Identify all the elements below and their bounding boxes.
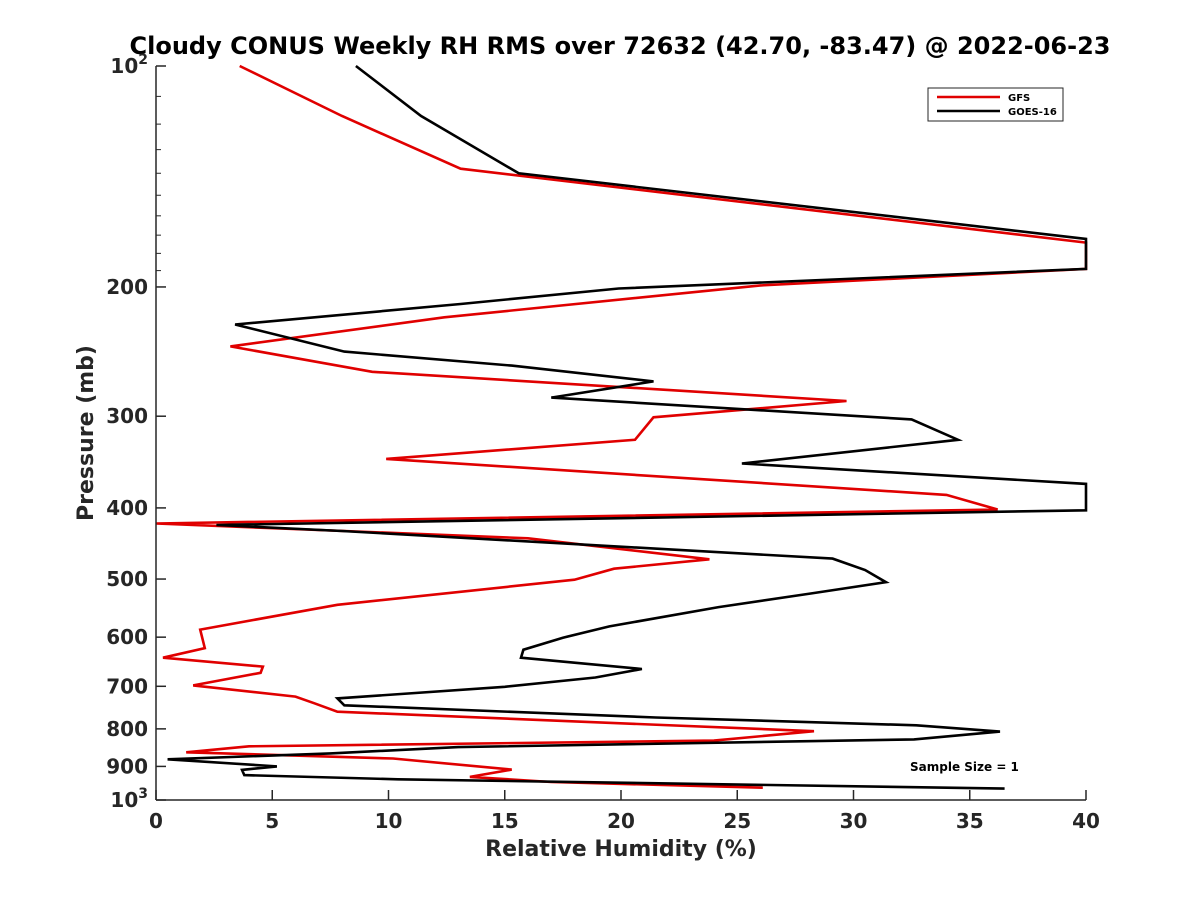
y-tick-label-7: 800 <box>106 717 148 741</box>
y-tick-label-8: 900 <box>106 754 148 778</box>
y-ticks: 102 200 300 400 500 600 700 800 900 103 <box>106 52 166 812</box>
x-tick-label-2: 10 <box>375 809 403 833</box>
x-tick-label-1: 5 <box>265 809 279 833</box>
y-tick-label-9: 103 <box>110 786 148 812</box>
x-axis-label: Relative Humidity (%) <box>485 837 757 862</box>
x-ticks: 0 5 10 15 20 25 30 35 40 <box>149 790 1100 833</box>
x-tick-label-6: 30 <box>840 809 868 833</box>
x-tick-label-3: 15 <box>491 809 519 833</box>
legend-label-goes: GOES-16 <box>1008 107 1057 118</box>
plot-area <box>156 66 1086 800</box>
legend: GFS GOES-16 <box>927 87 1064 122</box>
y-tick-label-4: 500 <box>106 567 148 591</box>
x-tick-label-8: 40 <box>1072 809 1100 833</box>
chart-title: Cloudy CONUS Weekly RH RMS over 72632 (4… <box>130 32 1111 60</box>
y-tick-label-1: 200 <box>106 275 148 299</box>
y-tick-label-3: 400 <box>106 496 148 520</box>
y-axis-label: Pressure (mb) <box>74 345 99 521</box>
x-tick-label-0: 0 <box>149 809 163 833</box>
legend-box <box>927 87 1064 122</box>
y-tick-label-6: 700 <box>106 674 148 698</box>
sample-size-annotation: Sample Size = 1 <box>910 760 1019 774</box>
y-tick-label-0: 102 <box>110 52 148 78</box>
x-tick-label-5: 25 <box>723 809 751 833</box>
series-layer <box>155 64 1088 790</box>
x-tick-label-7: 35 <box>956 809 984 833</box>
y-tick-label-2: 300 <box>106 404 148 428</box>
y-tick-label-5: 600 <box>106 625 148 649</box>
legend-label-gfs: GFS <box>1008 93 1030 104</box>
series-line-0 <box>155 64 1088 789</box>
x-tick-label-4: 20 <box>607 809 635 833</box>
series-line-1 <box>167 64 1088 790</box>
